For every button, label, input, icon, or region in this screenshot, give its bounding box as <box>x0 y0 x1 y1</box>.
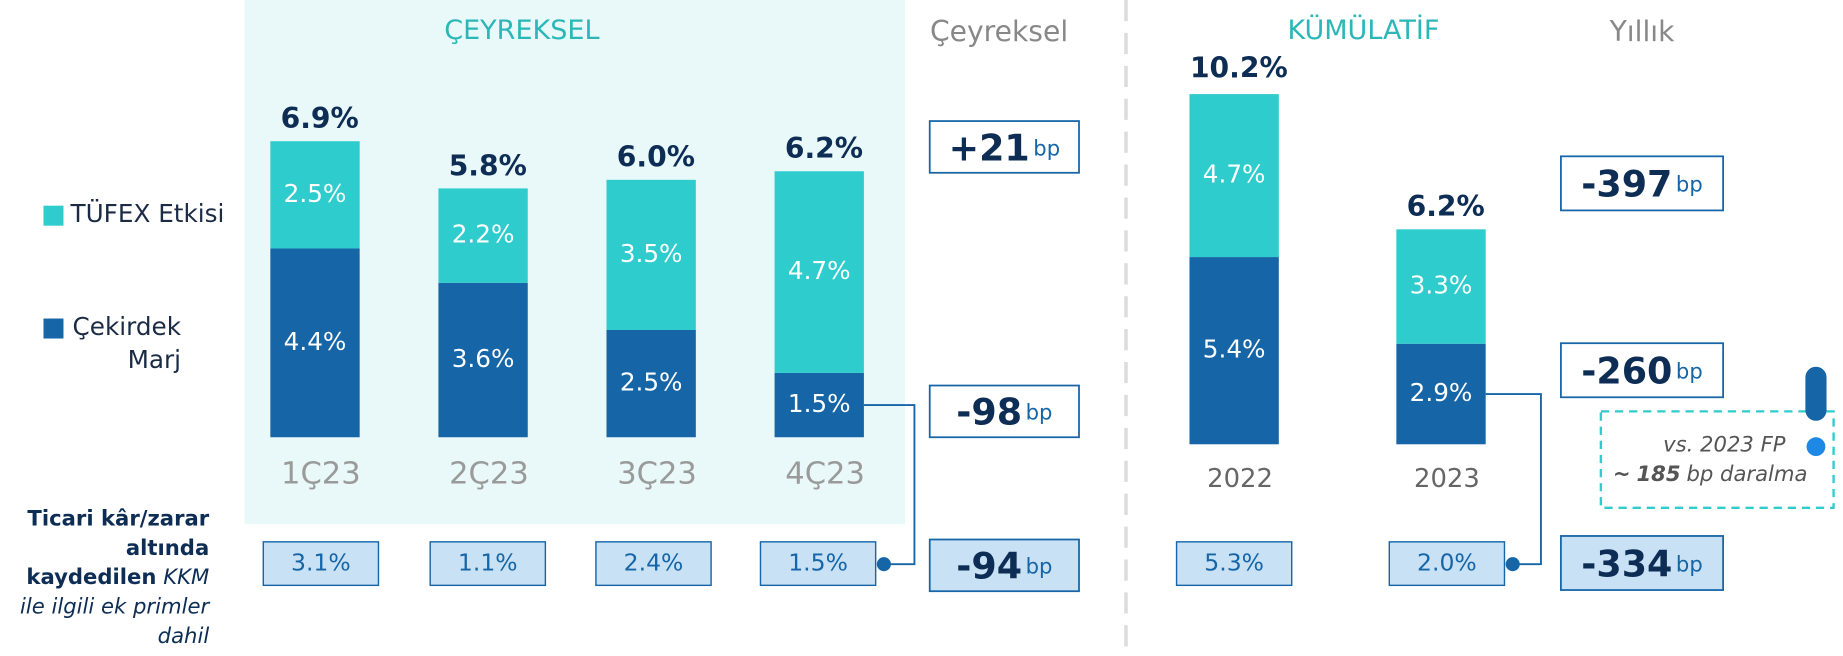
change-unit: bp <box>1676 551 1703 576</box>
annotation-text: ~185 bp daralma <box>1613 461 1808 486</box>
annotation-text: vs. 2023 FP <box>1663 431 1786 456</box>
change-title: Çeyreksel <box>930 15 1068 48</box>
change-value: -94 <box>956 544 1022 587</box>
change-unit: bp <box>1033 135 1060 160</box>
annotation-box <box>1599 410 1835 509</box>
total-label: 10.2% <box>1190 51 1288 84</box>
segment-label: 5.4% <box>1203 335 1266 364</box>
annotation-prefix: ~ <box>1613 461 1631 486</box>
bar-segment <box>606 179 696 330</box>
bar-segment <box>1396 343 1486 445</box>
footnote-box <box>595 541 712 587</box>
footnote-value: 1.1% <box>458 549 518 577</box>
total-label: 6.9% <box>281 102 359 135</box>
change-value: +21 <box>949 126 1030 169</box>
footnote-box <box>759 541 877 587</box>
change-label: -260 bp <box>1581 349 1703 392</box>
footnote-box <box>1388 541 1506 587</box>
x-tick-label: 3Ç23 <box>617 456 697 491</box>
legend-item: TÜFEX Etkisi <box>43 200 224 228</box>
change-unit: bp <box>1026 554 1053 579</box>
bar-segment <box>774 372 864 438</box>
bar-segment <box>270 248 360 438</box>
bar-segment <box>438 188 528 283</box>
x-tick-label: 4Ç23 <box>785 456 865 491</box>
segment-label: 2.5% <box>620 368 683 397</box>
bar-segment <box>270 141 360 249</box>
annotation-suffix: bp daralma <box>1686 461 1807 486</box>
change-box <box>1560 155 1724 212</box>
bar-segment <box>606 329 696 438</box>
segment-label: 4.7% <box>788 256 851 285</box>
change-unit: bp <box>1676 359 1703 384</box>
x-tick-label: 2Ç23 <box>449 456 529 491</box>
alert-dot <box>1806 437 1826 457</box>
footnote-value: 5.3% <box>1204 549 1264 577</box>
x-tick-label: 1Ç23 <box>281 456 361 491</box>
footnote-box <box>262 541 380 587</box>
total-label: 6.2% <box>1407 190 1485 223</box>
change-box <box>1560 342 1724 399</box>
footnote-value: 3.1% <box>291 549 351 577</box>
connector <box>1485 393 1542 566</box>
segment-label: 4.7% <box>1203 160 1266 189</box>
legend-label: Çekirdek Marj <box>72 312 182 374</box>
connector-dot <box>1505 557 1520 572</box>
change-box <box>928 538 1080 593</box>
change-value: -98 <box>956 390 1022 433</box>
change-label: -98 bp <box>956 390 1052 433</box>
segment-label: 2.5% <box>284 179 347 208</box>
panel-title: ÇEYREKSEL <box>444 15 599 46</box>
footnote-value: 2.0% <box>1417 549 1477 577</box>
alert-icon <box>1805 366 1827 421</box>
segment-label: 2.2% <box>452 220 515 249</box>
footnote-value: 2.4% <box>624 549 684 577</box>
change-box <box>928 120 1080 174</box>
bar-segment <box>438 282 528 438</box>
change-label: -94 bp <box>956 544 1052 587</box>
bar-segment <box>774 171 864 373</box>
legend-swatch <box>43 205 64 226</box>
change-title: Yıllık <box>1609 15 1676 48</box>
annotation-number: 185 <box>1636 461 1680 486</box>
panel-title: KÜMÜLATİF <box>1287 14 1439 46</box>
footnote-bold: Ticari kâr/zarar altında kaydedilen <box>26 506 210 591</box>
change-value: -397 <box>1581 162 1672 205</box>
change-box <box>1560 535 1724 591</box>
change-unit: bp <box>1026 400 1053 425</box>
change-value: -260 <box>1581 349 1672 392</box>
footnote: Ticari kâr/zarar altında kaydedilen KKM … <box>0 504 209 651</box>
change-label: -334 bp <box>1581 542 1703 585</box>
segment-label: 2.9% <box>1410 378 1473 407</box>
total-label: 6.0% <box>617 141 695 174</box>
segment-label: 4.4% <box>284 327 347 356</box>
x-tick-label: 2023 <box>1414 464 1480 494</box>
change-label: -397 bp <box>1581 162 1703 205</box>
total-label: 5.8% <box>449 149 527 182</box>
footnote-value: 1.5% <box>788 549 848 577</box>
footnote-box <box>1175 541 1293 587</box>
change-unit: bp <box>1676 172 1703 197</box>
legend-item: Çekirdek Marj <box>43 310 202 376</box>
bar-segment <box>1396 229 1486 344</box>
footnote-italic: KKM ile ilgili ek primler dahil <box>19 565 210 649</box>
total-label: 6.2% <box>785 132 863 165</box>
segment-label: 1.5% <box>788 389 851 418</box>
x-tick-label: 2022 <box>1207 464 1273 494</box>
connector <box>863 404 916 566</box>
bar-segment <box>1189 257 1279 445</box>
legend-label: TÜFEX Etkisi <box>70 199 225 229</box>
change-box <box>928 384 1080 439</box>
segment-label: 3.6% <box>452 344 515 373</box>
legend-swatch <box>43 318 64 339</box>
bar-segment <box>1189 94 1279 258</box>
connector-dot <box>876 557 891 572</box>
change-label: +21 bp <box>949 126 1061 169</box>
change-value: -334 <box>1581 542 1672 585</box>
segment-label: 3.5% <box>620 239 683 268</box>
segment-label: 3.3% <box>1410 271 1473 300</box>
footnote-box <box>429 541 547 587</box>
